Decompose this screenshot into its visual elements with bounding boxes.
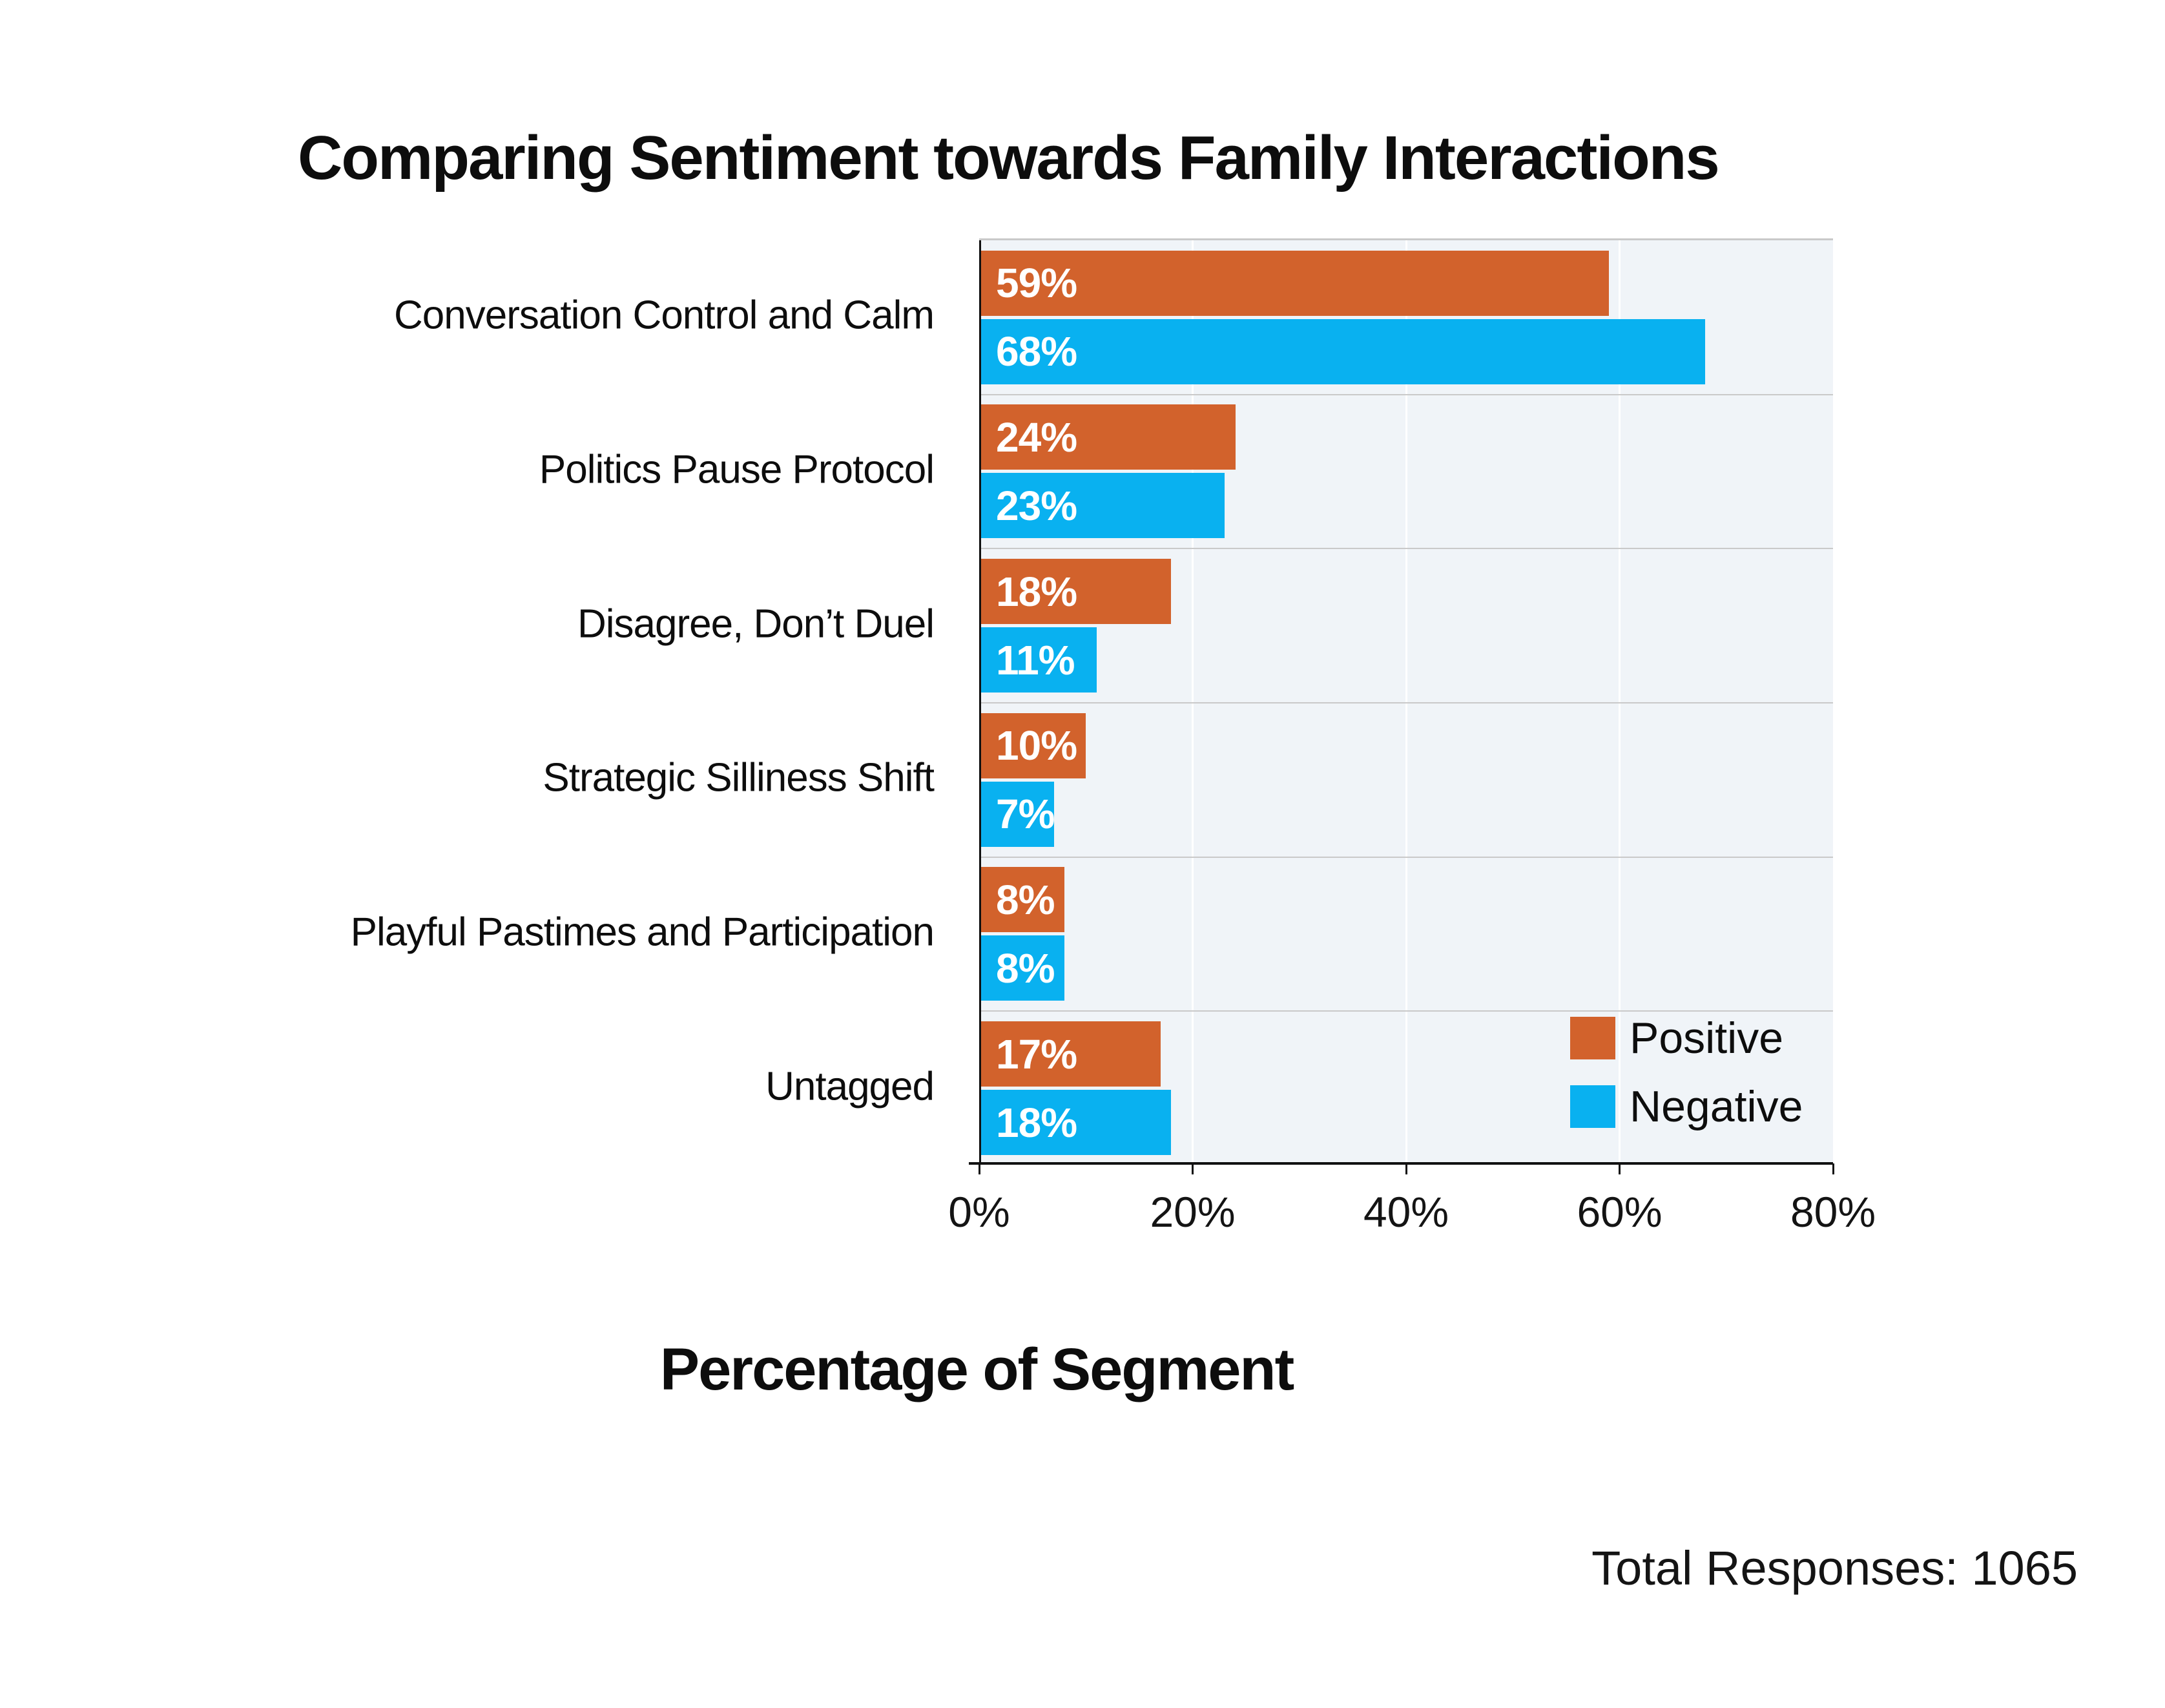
category-label: Playful Pastimes and Participation (350, 910, 935, 955)
x-tick-label: 60% (1577, 1188, 1663, 1236)
legend-row-negative: Negative (1570, 1081, 1803, 1132)
group-separator-line (979, 856, 1833, 858)
bar-value-label: 68% (996, 328, 1077, 375)
x-tick-mark (1832, 1163, 1834, 1174)
bar-positive: 8% (979, 867, 1065, 933)
x-tick-mark (1405, 1163, 1407, 1174)
bar-value-label: 8% (996, 944, 1055, 992)
bar-positive: 17% (979, 1021, 1161, 1087)
bar-negative: 23% (979, 473, 1225, 539)
category-labels-layer: Conversation Control and Calm Politics Pa… (0, 0, 935, 1708)
group-separator-line (979, 702, 1833, 703)
bar-negative: 11% (979, 627, 1097, 693)
bar-value-label: 11% (996, 636, 1075, 683)
bar-negative: 7% (979, 781, 1055, 847)
legend-swatch-negative (1570, 1085, 1615, 1128)
y-axis-spine (979, 240, 981, 1163)
total-responses-note: Total Responses: 1065 (1591, 1541, 2078, 1595)
bar-positive: 10% (979, 713, 1086, 778)
vertical-gridline (1619, 240, 1621, 1163)
category-label: Politics Pause Protocol (539, 447, 935, 492)
bar-negative: 68% (979, 318, 1705, 384)
group-separator-line (979, 1010, 1833, 1012)
bar-group: 18% 11% (979, 548, 1833, 703)
plot-area: 59% 68% 24% 23% 18% 11% 10% 7% 8% 8% 17% 18% Positi… (979, 238, 1833, 1163)
legend-label-positive: Positive (1630, 1014, 1784, 1063)
x-tick-label: 40% (1363, 1188, 1449, 1236)
bar-group: 24% 23% (979, 395, 1833, 549)
category-label: Untagged (765, 1064, 935, 1109)
bar-value-label: 10% (996, 722, 1077, 769)
bar-value-label: 8% (996, 876, 1055, 923)
bar-positive: 24% (979, 404, 1236, 470)
bar-value-label: 18% (996, 568, 1077, 615)
x-tick-label: 80% (1790, 1188, 1876, 1236)
bar-positive: 59% (979, 250, 1609, 316)
bar-negative: 18% (979, 1090, 1172, 1156)
legend: Positive Negative (1570, 1013, 1803, 1132)
group-separator-line (979, 393, 1833, 395)
bar-group: 59% 68% (979, 240, 1833, 395)
x-tick-label: 0% (948, 1188, 1010, 1236)
bar-value-label: 24% (996, 413, 1077, 461)
x-tick-mark (1619, 1163, 1621, 1174)
bar-negative: 8% (979, 935, 1065, 1001)
legend-row-positive: Positive (1570, 1013, 1803, 1063)
category-label: Strategic Silliness Shift (543, 755, 935, 800)
vertical-gridline (1405, 240, 1407, 1163)
x-axis-title: Percentage of Segment (659, 1337, 1295, 1402)
bar-group: 17% 18% (979, 1011, 1833, 1165)
category-label: Conversation Control and Calm (394, 293, 935, 338)
legend-swatch-positive (1570, 1017, 1615, 1059)
vertical-gridline (1192, 240, 1194, 1163)
bar-group: 10% 7% (979, 703, 1833, 857)
bar-group: 8% 8% (979, 857, 1833, 1012)
x-tick-mark (1192, 1163, 1194, 1174)
x-tick-label: 20% (1150, 1188, 1236, 1236)
bar-value-label: 18% (996, 1099, 1077, 1146)
chart-title: Comparing Sentiment towards Family Inter… (298, 123, 1720, 193)
x-tick-mark (978, 1163, 980, 1174)
category-label: Disagree, Don’t Duel (577, 601, 935, 647)
x-axis-line (969, 1162, 1833, 1165)
group-separator-line (979, 548, 1833, 550)
bar-value-label: 7% (996, 791, 1055, 838)
bar-value-label: 17% (996, 1030, 1077, 1078)
legend-label-negative: Negative (1630, 1082, 1803, 1131)
bar-positive: 18% (979, 559, 1172, 625)
bar-value-label: 59% (996, 260, 1077, 307)
bar-value-label: 23% (996, 482, 1077, 529)
